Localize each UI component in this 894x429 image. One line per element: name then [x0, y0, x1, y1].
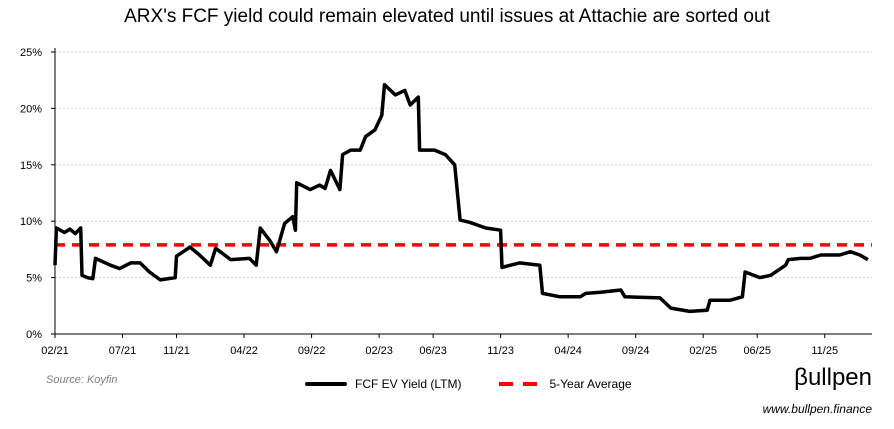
- x-tick-label: 04/22: [230, 345, 258, 357]
- x-tick-label: 09/24: [622, 345, 650, 357]
- legend-swatch-average: [499, 382, 542, 386]
- x-tick-label: 02/23: [365, 345, 393, 357]
- x-tick-label: 06/23: [419, 345, 447, 357]
- bullpen-url: www.bullpen.finance: [762, 402, 872, 416]
- x-tick-label: 04/24: [554, 345, 582, 357]
- x-tick-label: 06/25: [743, 345, 771, 357]
- legend-swatch-fcf: [305, 382, 347, 386]
- legend-label-fcf: FCF EV Yield (LTM): [355, 377, 462, 391]
- fcf-yield-line: [53, 82, 869, 314]
- x-tick-label: 11/25: [811, 345, 838, 357]
- y-tick-label: 20%: [20, 103, 42, 115]
- legend-label-average: 5-Year Average: [549, 377, 632, 391]
- y-tick-label: 5%: [26, 273, 42, 285]
- x-tick-label: 02/21: [41, 345, 69, 357]
- x-tick-label: 11/21: [163, 345, 190, 357]
- x-tick-label: 02/25: [689, 345, 717, 357]
- source-note: Source: Koyfin: [46, 374, 118, 386]
- x-tick-label: 09/22: [298, 345, 326, 357]
- y-tick-label: 10%: [20, 216, 42, 228]
- x-tick-label: 11/23: [487, 345, 514, 357]
- bullpen-logo: βullpen: [794, 364, 872, 391]
- chart-title: ARX's FCF yield could remain elevated un…: [124, 6, 770, 27]
- y-tick-label: 0%: [26, 329, 42, 341]
- y-tick-label: 15%: [20, 160, 42, 172]
- x-tick-label: 07/21: [109, 345, 137, 357]
- y-tick-label: 25%: [20, 47, 42, 59]
- legend: FCF EV Yield (LTM) 5-Year Average: [305, 377, 632, 391]
